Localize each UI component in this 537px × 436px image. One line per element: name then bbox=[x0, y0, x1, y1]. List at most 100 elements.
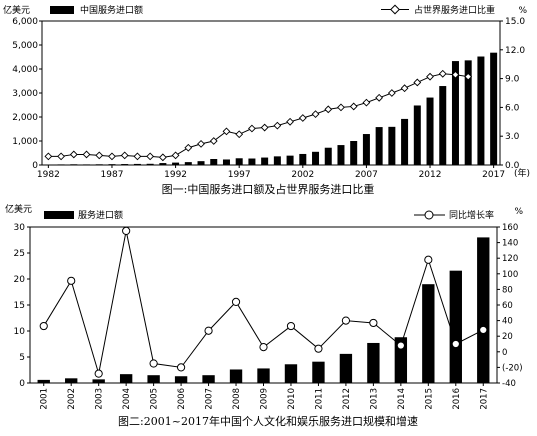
chart2-x-tick-label: 2012 bbox=[342, 388, 352, 410]
chart2-growth-point bbox=[315, 345, 322, 352]
chart2-growth-point bbox=[232, 298, 239, 305]
chart1-share-point bbox=[160, 154, 167, 161]
chart2-x-tick-label: 2015 bbox=[424, 388, 434, 410]
chart1-right-tick-label: 9.0 bbox=[505, 75, 520, 85]
chart1-bar bbox=[261, 158, 268, 165]
chart1-share-point bbox=[312, 111, 319, 118]
chart1-share-point bbox=[287, 119, 294, 126]
chart1-bar bbox=[147, 164, 154, 165]
chart1-bar bbox=[439, 86, 446, 165]
chart1-bar bbox=[83, 164, 90, 165]
chart2-x-tick-label: 2004 bbox=[122, 388, 132, 410]
chart1-bar bbox=[363, 134, 370, 165]
chart1-right-tick-label: 3.0 bbox=[505, 132, 520, 142]
chart1-share-point bbox=[376, 95, 383, 102]
chart1-share-point bbox=[198, 141, 205, 148]
chart1-bar bbox=[185, 162, 192, 165]
chart2-bar bbox=[175, 376, 187, 383]
chart1-bar bbox=[172, 163, 179, 165]
chart2-legend-line-label: 同比增长率 bbox=[449, 209, 494, 221]
chart1-share-point bbox=[147, 153, 154, 160]
chart1-bar bbox=[287, 156, 294, 165]
chart2-right-tick-label: 20 bbox=[502, 332, 513, 342]
chart2-x-tick-label: 2005 bbox=[150, 388, 160, 410]
chart2-bar bbox=[450, 271, 462, 383]
chart1-legend-line-label: 占世界服务进口比重 bbox=[414, 4, 495, 16]
chart1-bar bbox=[414, 105, 421, 165]
chart2-right-tick-label: 100 bbox=[502, 270, 518, 280]
chart2-x-tick-label: 2001 bbox=[40, 388, 50, 410]
chart1-x-tick-label: 1987 bbox=[101, 170, 124, 180]
chart2-growth-point bbox=[370, 319, 377, 326]
chart1-share-point bbox=[172, 152, 179, 159]
chart2-growth-point bbox=[95, 370, 102, 377]
chart2-right-tick-label: 60 bbox=[502, 301, 513, 311]
chart1-share-point bbox=[427, 73, 434, 80]
chart2-x-tick-label: 2003 bbox=[95, 388, 105, 410]
chart2-right-tick-label: 120 bbox=[502, 254, 518, 264]
chart1-left-tick-label: 2,000 bbox=[12, 113, 38, 123]
chart1-bar bbox=[490, 53, 497, 165]
chart1-share-point bbox=[109, 153, 116, 160]
chart1-left-unit: 亿美元 bbox=[3, 4, 30, 16]
chart2-legend-marker bbox=[425, 211, 433, 219]
chart2-growth-point bbox=[452, 340, 459, 347]
chart1-x-tick-label: 1997 bbox=[228, 170, 251, 180]
chart1-bar bbox=[337, 145, 344, 165]
chart2-bar bbox=[147, 375, 159, 383]
chart1-x-tick-label: 1982 bbox=[37, 170, 60, 180]
chart2-left-tick-label: 20 bbox=[14, 275, 26, 285]
chart2-bar bbox=[422, 284, 434, 383]
chart2-x-tick-label: 2011 bbox=[314, 388, 324, 410]
chart1-share-point bbox=[401, 85, 408, 92]
chart1-left-tick-label: 6,000 bbox=[12, 17, 38, 27]
chart1-x-tick-label: 2007 bbox=[355, 170, 378, 180]
chart1-right-tick-label: 6.0 bbox=[505, 103, 520, 113]
chart2-growth-point bbox=[68, 277, 75, 284]
chart2-right-tick-label: 80 bbox=[502, 285, 513, 295]
chart1-legend-bar-label: 中国服务进口额 bbox=[80, 4, 143, 16]
chart2-bar bbox=[120, 374, 132, 383]
chart1-bar bbox=[108, 164, 115, 165]
chart2-bar bbox=[285, 364, 297, 383]
chart2-growth-point bbox=[123, 227, 130, 234]
chart1-share-point bbox=[414, 79, 421, 86]
chart2-x-tick-label: 2008 bbox=[232, 388, 242, 410]
chart1-right-tick-label: 12.0 bbox=[505, 46, 525, 56]
chart1-bar bbox=[159, 163, 166, 165]
chart1-bar bbox=[427, 98, 434, 165]
chart1-left-tick-label: 4,000 bbox=[12, 65, 38, 75]
chart1-bar bbox=[312, 152, 319, 165]
chart1-share-point bbox=[58, 153, 65, 160]
chart1-bar bbox=[325, 148, 332, 165]
chart1-bar bbox=[248, 159, 255, 165]
chart2-right-tick-label: 40 bbox=[502, 317, 513, 327]
chart2-bar bbox=[257, 368, 269, 383]
chart1-share-point bbox=[439, 71, 446, 78]
chart2-x-tick-label: 2002 bbox=[67, 388, 77, 410]
chart1-right-tick-label: 0.0 bbox=[505, 161, 520, 171]
chart1-caption: 图一:中国服务进口额及占世界服务进口比重 bbox=[162, 182, 375, 196]
chart2-x-tick-label: 2006 bbox=[177, 388, 187, 410]
chart1-bar bbox=[477, 57, 484, 165]
chart1-x-tick-label: 1992 bbox=[164, 170, 187, 180]
chart2-x-tick-label: 2007 bbox=[205, 388, 215, 410]
chart2-growth-point bbox=[397, 342, 404, 349]
chart1-bar bbox=[401, 119, 408, 165]
chart1-bar bbox=[223, 159, 230, 165]
chart1-share-point bbox=[325, 106, 332, 113]
chart1-bar bbox=[134, 164, 141, 165]
chart2-caption: 图二:2001~2017年中国个人文化和娱乐服务进口规模和增速 bbox=[118, 414, 418, 428]
chart2-right-tick-label: 0 bbox=[502, 348, 507, 358]
chart1-share-point bbox=[96, 152, 103, 159]
chart1-share-point bbox=[249, 125, 256, 132]
chart2-growth-point bbox=[260, 344, 267, 351]
chart2-growth-point bbox=[342, 317, 349, 324]
chart2-growth-point bbox=[150, 360, 157, 367]
chart1-left-tick-label: 1,000 bbox=[12, 137, 38, 147]
chart2-growth-point bbox=[205, 327, 212, 334]
chart2-right-unit: % bbox=[514, 207, 523, 217]
chart2-right-tick-label: -40 bbox=[502, 379, 516, 389]
chart2-bar bbox=[367, 343, 379, 383]
